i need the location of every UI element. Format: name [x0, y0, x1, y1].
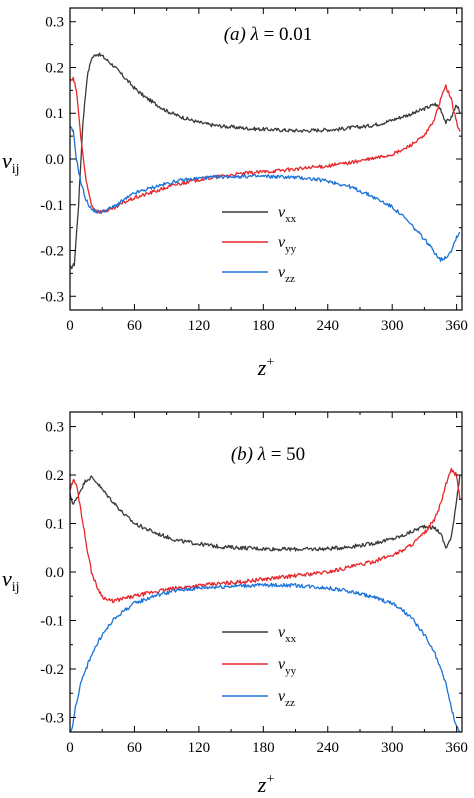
lambda-symbol: λ [257, 444, 266, 465]
series-line-vxx [70, 52, 461, 270]
legend-label-vyy: vyy [278, 234, 297, 255]
series-line-vyy [70, 76, 461, 214]
series-line-vyy [70, 467, 461, 604]
x-tick-label: 360 [445, 740, 468, 756]
legend-label-vzz: vzz [278, 264, 295, 285]
x-tick-label: 240 [317, 318, 340, 334]
x-tick-label: 120 [188, 318, 211, 334]
panel-a: 0 60 120 180 240 300 360 -0.3 -0.2 -0.1 0.0 0.1 0.2 0… [2, 7, 468, 380]
panel-label: (b) [231, 444, 253, 465]
legend: vxx vyy vzz [222, 204, 297, 285]
y-tick-label: -0.1 [40, 198, 64, 214]
plot-frame [69, 7, 463, 311]
x-tick-label: 60 [127, 318, 142, 334]
x-tick-label: 300 [381, 318, 404, 334]
y-axis-label: vij [2, 566, 20, 595]
legend-label-vyy: vyy [278, 656, 297, 677]
x-tick-label: 360 [445, 318, 468, 334]
lambda-symbol: λ [250, 24, 259, 45]
x-tick-label: 120 [188, 740, 211, 756]
y-tick-label: 0.2 [45, 468, 64, 484]
y-tick-label: 0.0 [45, 565, 64, 581]
y-axis-label: vij [2, 148, 20, 177]
y-tick-label: -0.1 [40, 613, 64, 629]
y-tick-label: 0.3 [45, 15, 64, 31]
panel-annotation: (b) λ = 50 [231, 444, 305, 465]
lambda-value: = 50 [266, 444, 305, 465]
x-tick-label: 180 [252, 740, 275, 756]
series-line-vzz [70, 582, 461, 732]
plot-area [70, 52, 461, 270]
legend-label-vxx: vxx [278, 624, 297, 645]
series-line-vzz [70, 125, 461, 262]
x-axis-label: z+ [257, 772, 275, 797]
x-tick-label: 240 [317, 740, 340, 756]
legend-label-vxx: vxx [278, 204, 297, 225]
x-tick-label: 60 [127, 740, 142, 756]
y-tick-label: 0.2 [45, 60, 64, 76]
lambda-value: = 0.01 [259, 24, 312, 45]
x-tick-label: 300 [381, 740, 404, 756]
panel-annotation: (a) λ = 0.01 [224, 24, 313, 45]
x-tick-label: 0 [66, 318, 74, 334]
series-line-vxx [70, 474, 461, 552]
plot-area [70, 467, 461, 732]
y-tick-label: -0.2 [40, 662, 64, 678]
y-tick-label: -0.3 [40, 710, 64, 726]
y-tick-label: -0.2 [40, 244, 64, 260]
y-tick-label: -0.3 [40, 289, 64, 305]
y-tick-label: 0.1 [45, 517, 64, 533]
y-tick-label: 0.0 [45, 152, 64, 168]
x-tick-label: 0 [66, 740, 74, 756]
legend: vxx vyy vzz [222, 624, 297, 709]
panel-label: (a) [224, 24, 246, 45]
x-axis-label: z+ [257, 355, 275, 380]
y-tick-label: 0.1 [45, 106, 64, 122]
x-tick-label: 180 [252, 318, 275, 334]
legend-label-vzz: vzz [278, 688, 295, 709]
panel-b: 0 60 120 180 240 300 360 -0.3 -0.2 -0.1 0.0 0.1 0.2 0… [2, 411, 468, 797]
y-tick-label: 0.3 [45, 420, 64, 436]
